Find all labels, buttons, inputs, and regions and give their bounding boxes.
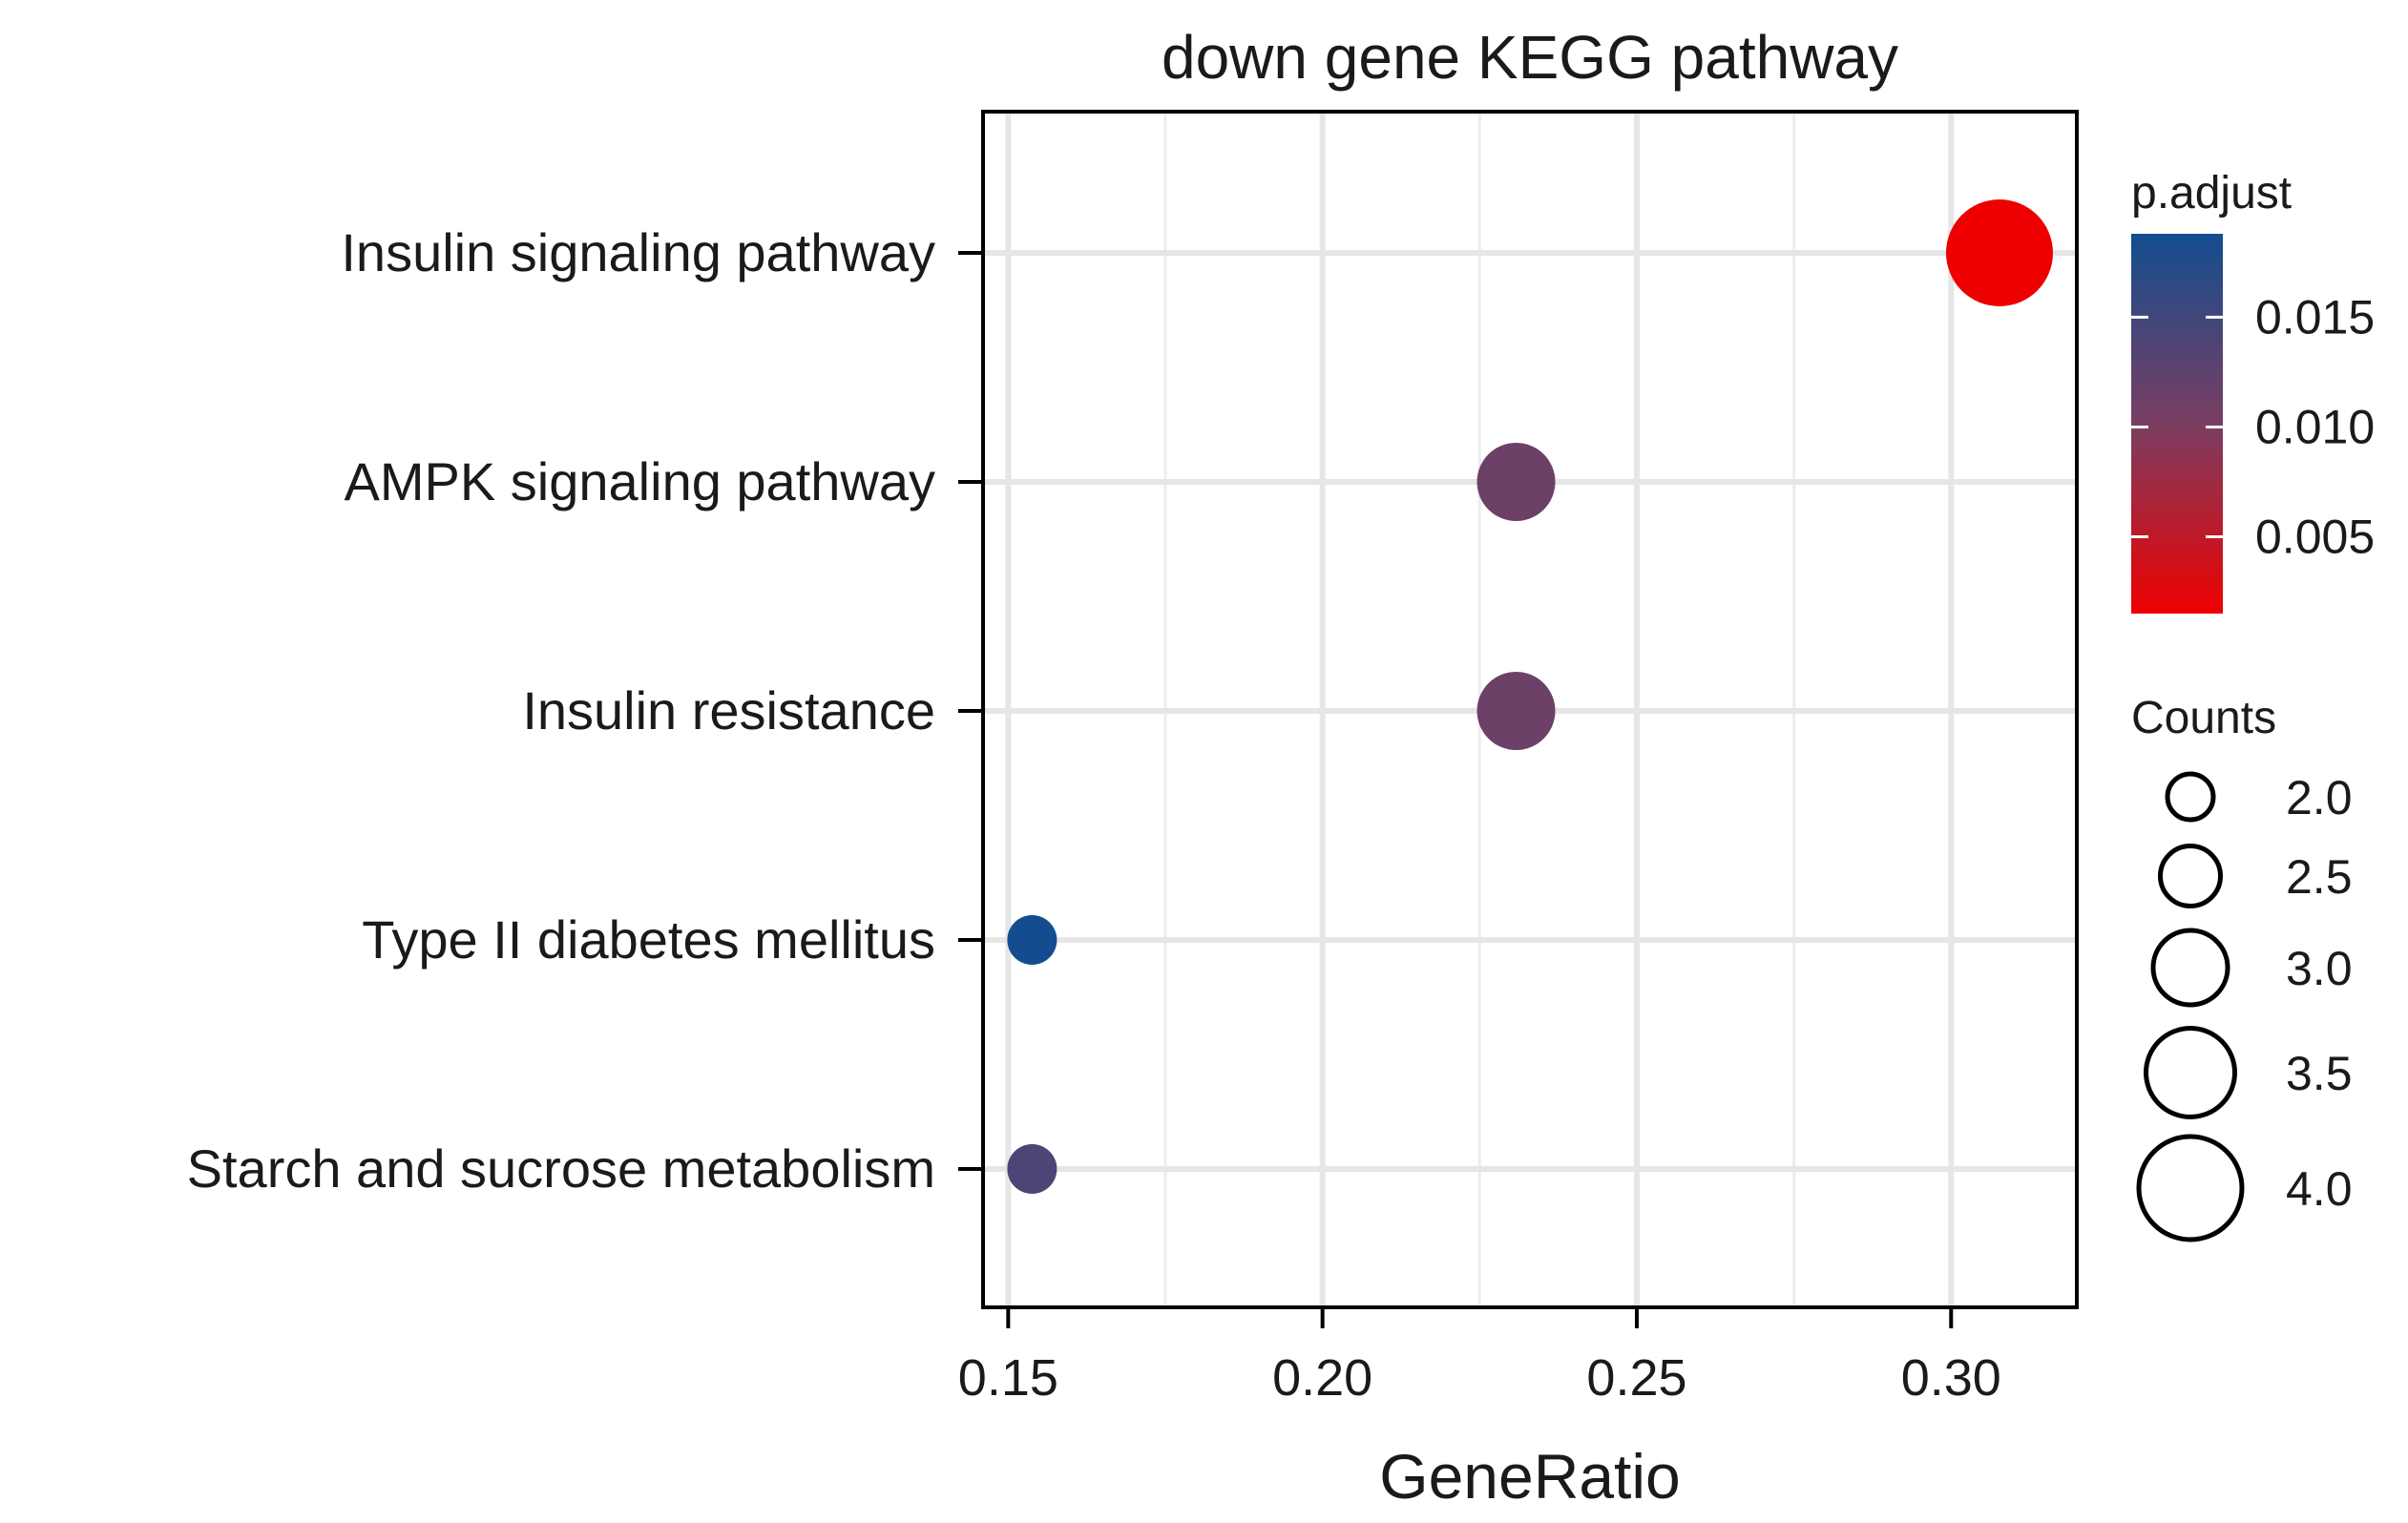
y-tick-label: Insulin resistance	[522, 680, 935, 741]
color-bar	[2131, 234, 2223, 614]
size-legend-key	[2165, 771, 2216, 823]
size-legend-label: 4.0	[2286, 1162, 2353, 1216]
size-legend-key	[2158, 844, 2223, 908]
x-tick-label: 0.25	[1586, 1349, 1686, 1407]
y-tick-label: AMPK signaling pathway	[345, 451, 935, 511]
data-point	[1476, 443, 1556, 521]
size-legend-title: Counts	[2131, 693, 2276, 743]
x-tick-label: 0.20	[1272, 1349, 1372, 1407]
data-point	[1476, 672, 1556, 750]
colorbar-tick-label: 0.005	[2255, 510, 2375, 563]
y-tick-label: Type II diabetes mellitus	[362, 909, 935, 970]
size-legend-label: 3.5	[2286, 1047, 2353, 1100]
data-point	[1945, 199, 2053, 306]
data-points	[1007, 199, 2053, 1194]
y-axis: Insulin signaling pathway AMPK signaling …	[187, 222, 983, 1199]
size-legend-key	[2144, 1026, 2237, 1119]
data-point	[1007, 1144, 1057, 1194]
x-tick-label: 0.30	[1901, 1349, 2001, 1407]
y-tick-label: Insulin signaling pathway	[341, 222, 935, 282]
chart-title: down gene KEGG pathway	[1162, 23, 1898, 92]
size-legend-label: 2.5	[2286, 850, 2353, 904]
size-legend-key	[2150, 928, 2230, 1008]
color-legend-title: p.adjust	[2131, 168, 2292, 219]
size-legend-label: 3.0	[2286, 942, 2353, 995]
colorbar-tick-label: 0.010	[2255, 400, 2375, 453]
size-legend-key	[2136, 1134, 2245, 1242]
x-axis: 0.15 0.20 0.25 0.30	[958, 1307, 2001, 1407]
color-legend: p.adjust 0.015 0.010 0.005	[2131, 168, 2375, 614]
data-point	[1007, 915, 1057, 965]
colorbar-tick-label: 0.015	[2255, 290, 2375, 344]
x-tick-label: 0.15	[958, 1349, 1058, 1407]
size-legend-label: 2.0	[2286, 771, 2353, 824]
y-tick-label: Starch and sucrose metabolism	[187, 1138, 935, 1199]
size-legend: Counts 2.0 2.5 3.0 3.5 4.0	[2131, 693, 2353, 1242]
x-axis-label: GeneRatio	[1379, 1441, 1681, 1512]
